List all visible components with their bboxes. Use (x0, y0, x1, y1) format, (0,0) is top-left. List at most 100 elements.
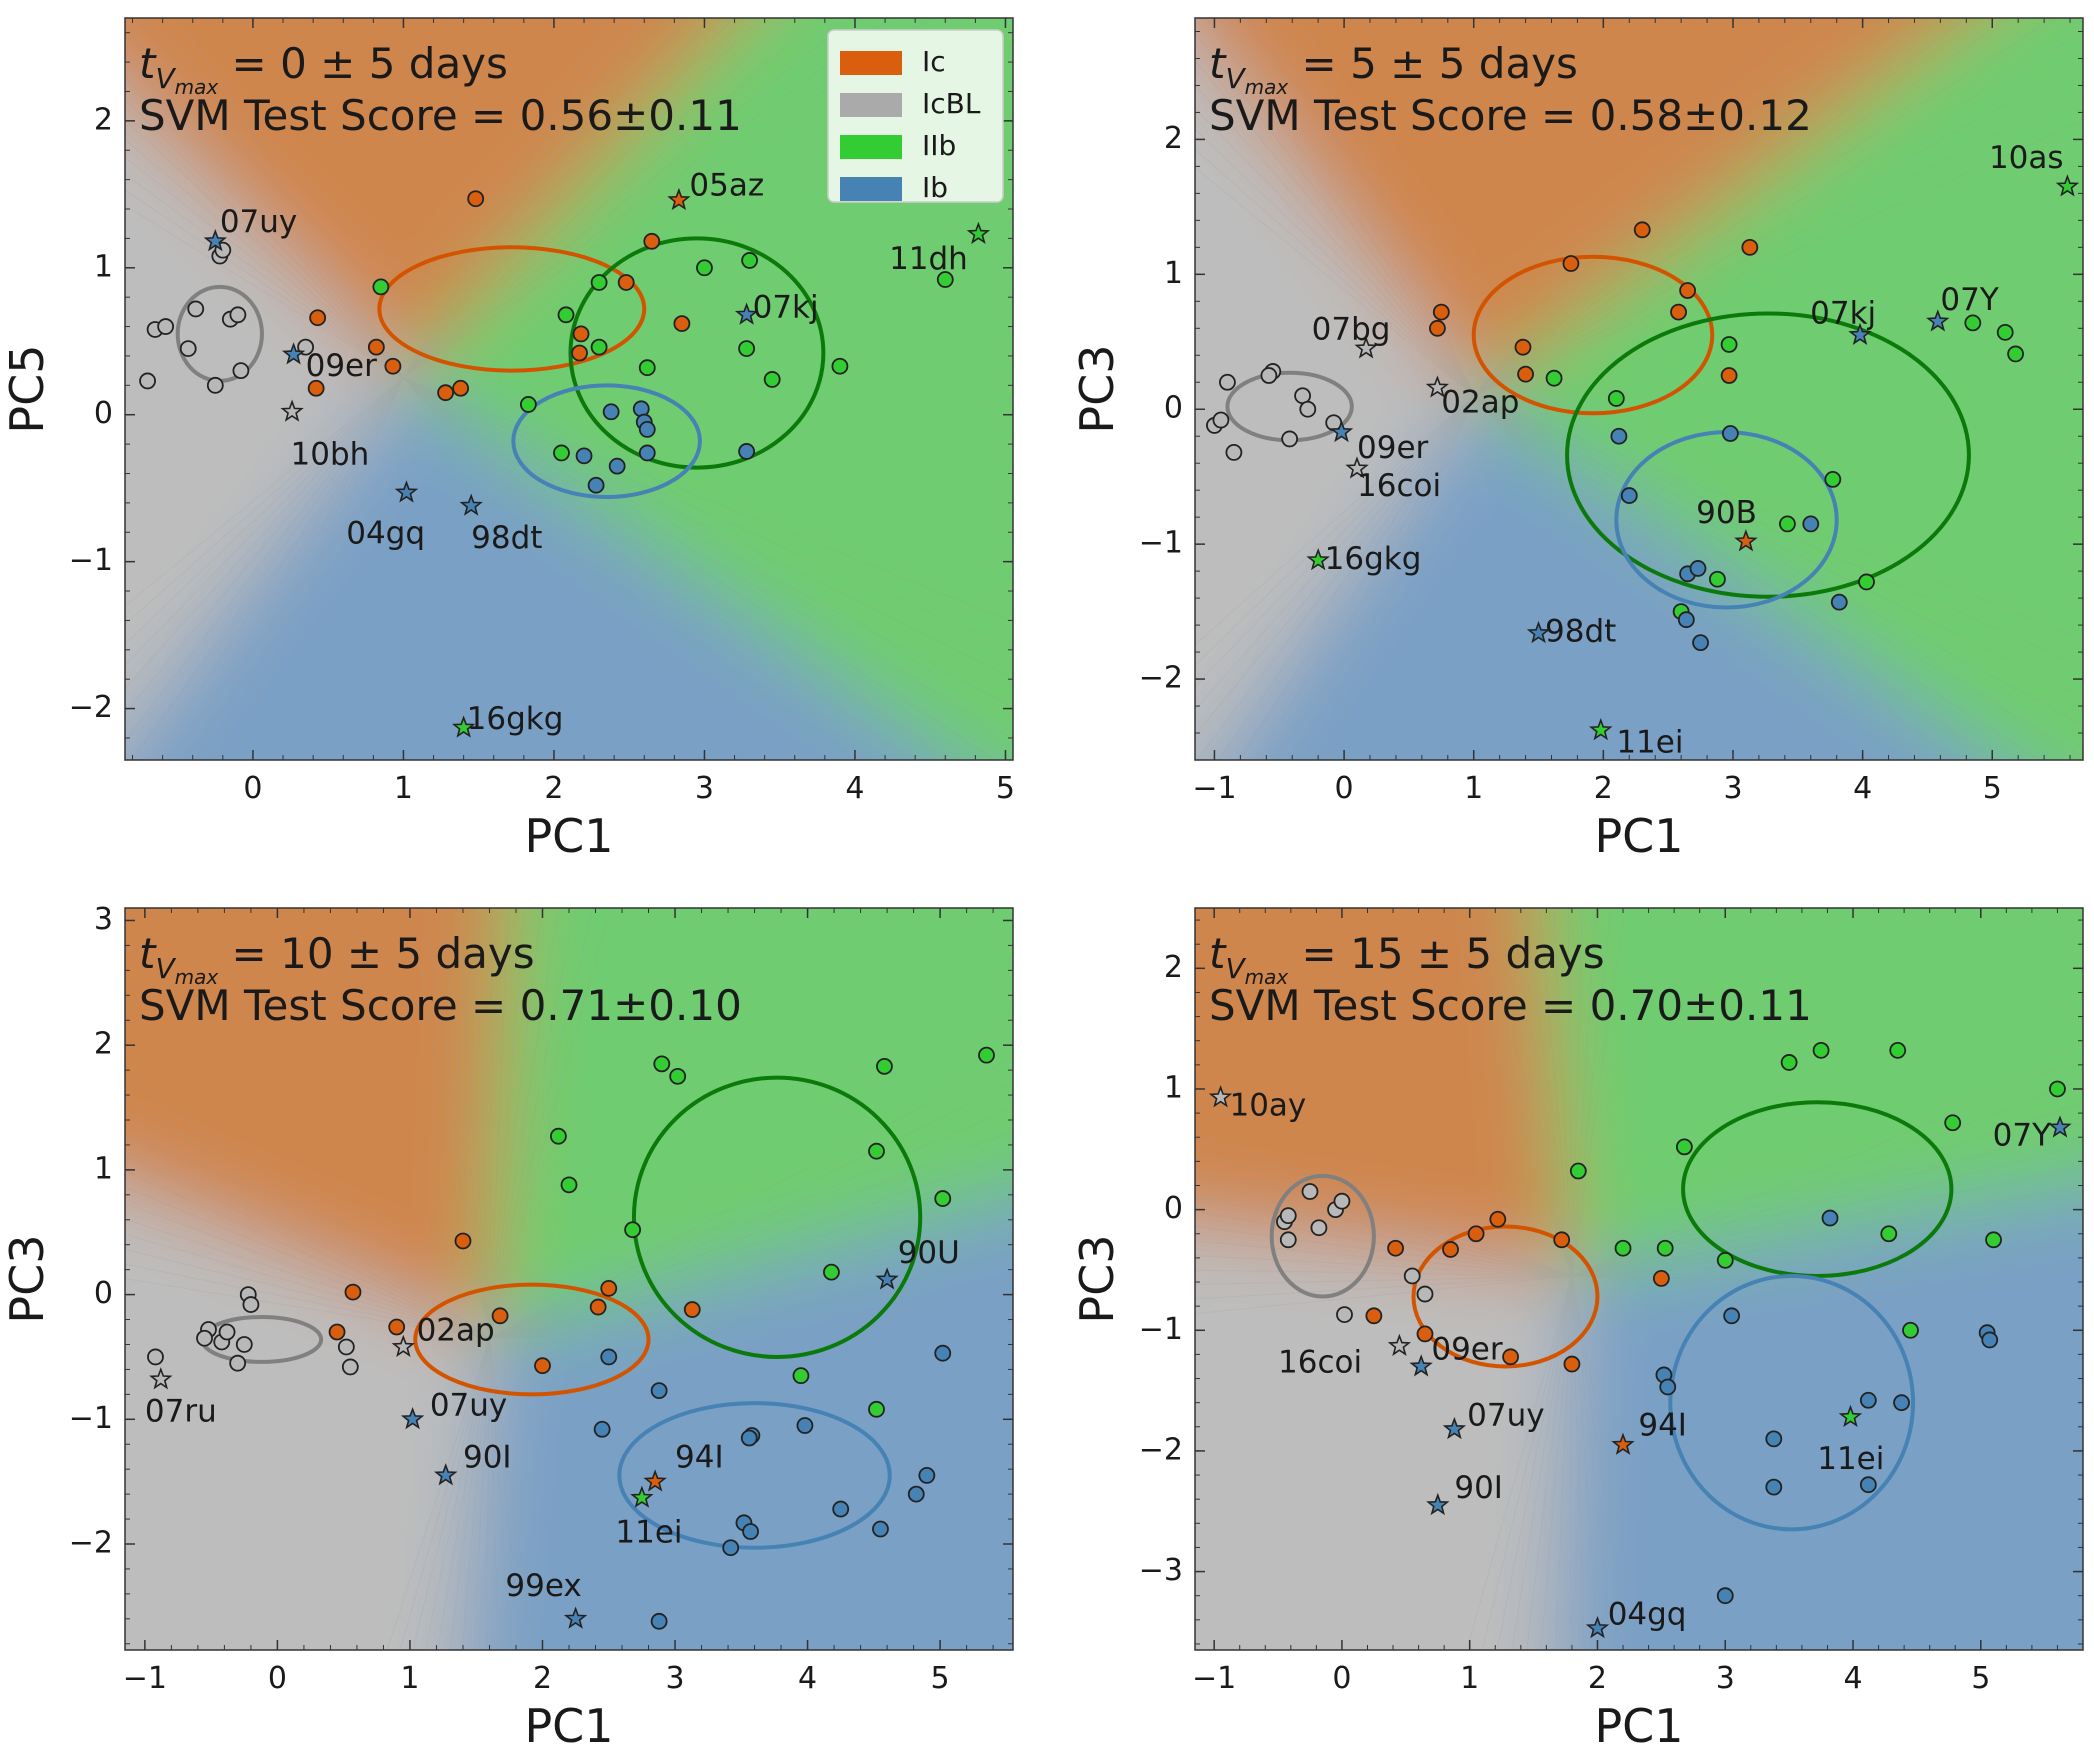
star-label-09er: 09er (1357, 430, 1429, 466)
data-point-icbl (232, 362, 250, 380)
star-label-90I: 90I (1454, 1470, 1503, 1506)
data-point-icbl (1310, 1219, 1328, 1237)
data-point-ic (1429, 319, 1446, 337)
star-05az (667, 187, 691, 211)
data-point-iib (1569, 1162, 1587, 1180)
data-point-iib (868, 1400, 885, 1418)
star-04gq (1585, 1616, 1610, 1639)
data-point-ic (1514, 338, 1532, 356)
data-point-ic (643, 232, 661, 250)
data-point-ic (388, 1318, 406, 1336)
data-point-ib (742, 1523, 759, 1540)
data-point-ic (1652, 1269, 1670, 1287)
data-point-iib (1996, 323, 2014, 341)
star-04gq (394, 480, 419, 503)
data-point-ic (1467, 1225, 1485, 1243)
star-07bg (1354, 336, 1378, 359)
data-point-icbl (229, 306, 247, 324)
star-label-07uy: 07uy (430, 1387, 507, 1423)
star-09er (281, 342, 306, 365)
data-point-ic (384, 357, 402, 375)
star-07uy (400, 1407, 425, 1430)
ellipse-ib (617, 1401, 892, 1550)
data-point-iib (638, 359, 656, 377)
data-point-iib (738, 340, 755, 357)
data-point-iib (372, 278, 390, 296)
star-02ap (1425, 375, 1450, 398)
ellipse-iib (631, 1075, 923, 1359)
star-label-11ei: 11ei (1616, 724, 1683, 760)
y-tick-label: −1 (69, 543, 113, 578)
data-point-iib (653, 1055, 671, 1073)
star-label-04gq: 04gq (1608, 1597, 1687, 1633)
data-point-ib (1893, 1394, 1910, 1412)
x-tick-label: 0 (268, 1661, 287, 1696)
data-point-icbl (196, 1329, 213, 1347)
ellipse-iib (568, 236, 826, 470)
data-point-icbl (187, 300, 205, 318)
y-tick-label: 2 (1164, 950, 1183, 985)
data-point-ib (832, 1500, 850, 1518)
x-axis-label: PC1 (1594, 809, 1683, 863)
data-point-iib (519, 396, 537, 413)
data-point-ib (1802, 515, 1820, 533)
star-label-10as: 10as (1989, 140, 2064, 176)
data-point-ib (1721, 425, 1739, 442)
x-tick-label: 4 (798, 1661, 817, 1696)
y-tick-label: −2 (1139, 1432, 1183, 1467)
y-tick-label: −1 (69, 1401, 113, 1436)
x-tick-label: −1 (1192, 1661, 1236, 1696)
data-point-ib (600, 1348, 618, 1366)
star-label-16coi: 16coi (1278, 1345, 1362, 1381)
star-label-90I: 90I (463, 1440, 512, 1476)
data-point-ic (1562, 255, 1580, 272)
data-point-ib (722, 1539, 740, 1557)
data-point-icbl (1301, 1183, 1319, 1200)
data-point-iib (831, 357, 849, 375)
panel-title-line1: tVmax = 0 ± 5 days (139, 39, 508, 99)
data-point-iib (1607, 390, 1625, 407)
star-label-11ei: 11ei (615, 1515, 682, 1551)
data-point-iib (978, 1046, 995, 1064)
star-label-05az: 05az (689, 167, 764, 203)
data-point-icbl (1225, 444, 1243, 461)
data-point-ib (650, 1612, 668, 1630)
ellipse-ic (1471, 254, 1715, 416)
data-point-icbl (337, 1338, 355, 1356)
data-point-ic (1553, 1231, 1571, 1249)
star-09er (1409, 1354, 1433, 1377)
star-label-90U: 90U (898, 1235, 960, 1271)
data-point-ic (572, 325, 590, 343)
data-point-iib (763, 371, 781, 388)
star-11ei (1838, 1404, 1863, 1428)
data-point-ib (575, 447, 593, 465)
data-point-iib (1716, 1251, 1734, 1269)
star-90I (1426, 1492, 1450, 1516)
y-tick-label: 1 (94, 1151, 113, 1186)
data-point-iib (823, 1263, 840, 1281)
data-point-ib (1821, 1209, 1839, 1227)
panel-title-line2: SVM Test Score = 0.71±0.10 (139, 981, 742, 1030)
data-point-ib (738, 443, 755, 460)
star-16coi (1387, 1333, 1412, 1356)
star-90U (875, 1267, 899, 1290)
data-point-ib (1859, 1391, 1877, 1409)
y-tick-label: 0 (94, 1276, 113, 1311)
legend-swatch-ic (840, 51, 902, 75)
star-10as (2055, 174, 2080, 197)
data-point-ic (534, 1357, 551, 1375)
data-point-ic (491, 1307, 509, 1325)
x-tick-label: 1 (1460, 1661, 1479, 1696)
panel-title-line1: tVmax = 10 ± 5 days (139, 929, 535, 989)
star-label-99ex: 99ex (505, 1568, 581, 1604)
star-07uy (203, 229, 227, 252)
data-point-iib (792, 1367, 810, 1385)
data-point-iib (1709, 570, 1726, 588)
y-axis-label: PC3 (1070, 344, 1124, 433)
data-point-icbl (1333, 1192, 1351, 1210)
ellipse-ib (1668, 1273, 1916, 1532)
